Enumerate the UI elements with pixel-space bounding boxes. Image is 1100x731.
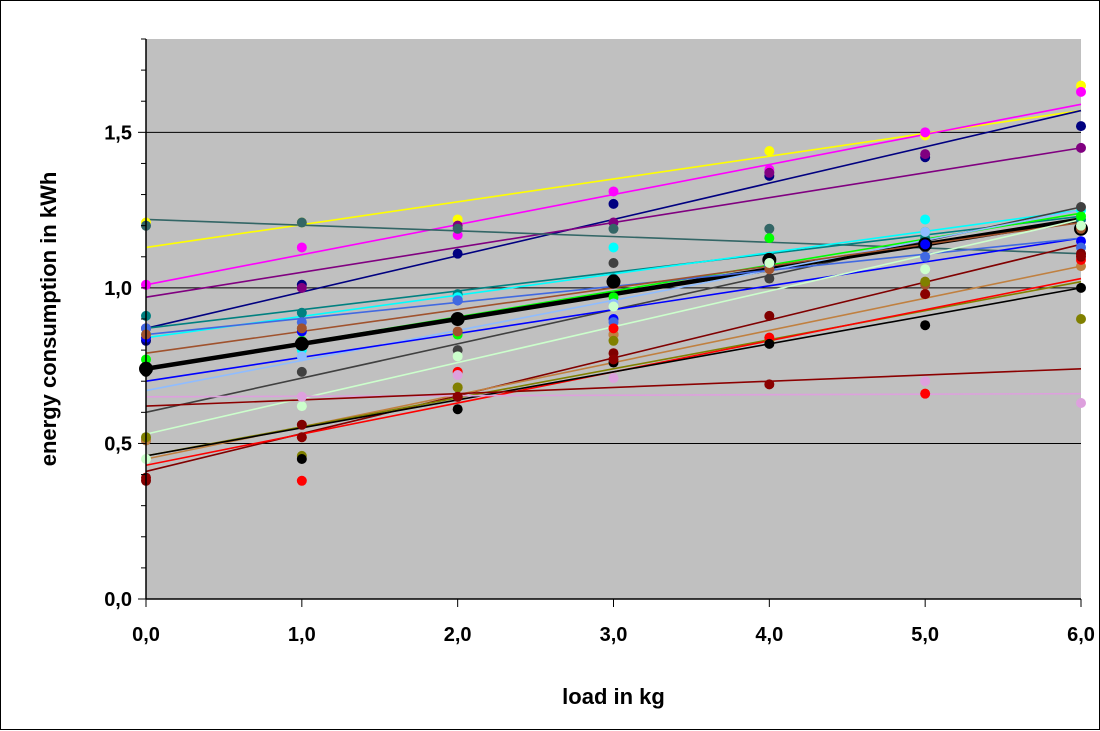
data-point xyxy=(452,391,463,402)
data-point xyxy=(608,198,619,209)
data-point xyxy=(764,379,775,390)
x-tick-label: 0,0 xyxy=(132,624,160,646)
x-tick-labels: 0,0 1,0 2,0 3,0 4,0 5,0 6,0 xyxy=(132,624,1095,646)
data-point xyxy=(608,258,619,268)
data-point xyxy=(920,214,931,225)
data-point xyxy=(764,233,775,244)
x-tick-label: 6,0 xyxy=(1067,624,1095,646)
data-point xyxy=(296,432,307,443)
data-point xyxy=(450,312,465,326)
data-point xyxy=(920,226,931,237)
data-point xyxy=(452,248,463,259)
data-point xyxy=(764,167,775,178)
x-tick-label: 1,0 xyxy=(288,624,316,646)
data-point xyxy=(296,401,307,412)
x-axis-label: load in kg xyxy=(562,684,665,709)
data-point xyxy=(452,351,463,362)
x-tick-label: 2,0 xyxy=(444,624,472,646)
data-point xyxy=(452,326,463,337)
data-point xyxy=(920,289,931,300)
data-point xyxy=(920,376,931,387)
data-point xyxy=(452,404,463,415)
x-tick-label: 5,0 xyxy=(911,624,939,646)
data-point xyxy=(606,274,621,289)
data-point xyxy=(296,454,307,464)
data-point xyxy=(296,419,307,430)
data-point xyxy=(920,149,931,160)
y-tick-labels: 0,0 0,5 1,0 1,5 xyxy=(104,122,132,611)
data-point xyxy=(608,373,619,384)
data-point xyxy=(1076,86,1086,97)
data-point xyxy=(296,282,307,293)
data-point xyxy=(1076,142,1086,153)
data-point xyxy=(296,351,307,362)
data-point xyxy=(764,273,775,284)
y-tick-label: 0,5 xyxy=(104,433,132,455)
data-point xyxy=(1076,211,1086,222)
data-point xyxy=(920,320,931,331)
data-point xyxy=(296,323,307,334)
y-tick-label: 0,0 xyxy=(104,589,132,611)
data-point xyxy=(608,335,619,346)
y-tick-label: 1,5 xyxy=(104,122,132,144)
data-point xyxy=(608,354,619,365)
data-points xyxy=(139,80,1088,486)
data-point xyxy=(920,276,931,287)
x-tick-label: 3,0 xyxy=(600,624,628,646)
data-point xyxy=(920,388,931,399)
data-point xyxy=(764,223,775,234)
data-point xyxy=(452,223,463,234)
data-point xyxy=(1076,220,1086,231)
data-point xyxy=(294,336,309,351)
data-point xyxy=(452,370,463,380)
axes xyxy=(138,38,1082,607)
data-point xyxy=(1076,282,1086,293)
data-point xyxy=(764,146,775,156)
data-point xyxy=(296,475,307,486)
data-point xyxy=(452,382,463,393)
data-point xyxy=(608,223,619,234)
data-point xyxy=(920,251,931,262)
data-point xyxy=(1076,398,1086,408)
y-axis-label: energy consumption in kWh xyxy=(36,172,61,467)
data-point xyxy=(452,295,463,306)
data-point xyxy=(1076,314,1086,324)
data-point xyxy=(296,366,307,377)
data-point xyxy=(296,391,307,402)
data-point xyxy=(296,217,307,228)
data-point xyxy=(608,186,619,197)
data-point xyxy=(608,301,619,312)
data-point xyxy=(1076,202,1086,212)
data-point xyxy=(764,338,775,349)
data-point xyxy=(1076,251,1086,262)
x-tick-label: 4,0 xyxy=(755,624,783,646)
data-point xyxy=(764,258,775,268)
data-point xyxy=(608,242,619,253)
data-point xyxy=(296,242,307,253)
data-point xyxy=(920,239,931,250)
data-point xyxy=(296,307,307,318)
data-point xyxy=(1076,121,1086,132)
data-point xyxy=(920,264,931,275)
data-point xyxy=(920,127,931,138)
data-point xyxy=(764,310,775,321)
y-tick-label: 1,0 xyxy=(104,278,132,300)
data-point xyxy=(608,323,619,334)
